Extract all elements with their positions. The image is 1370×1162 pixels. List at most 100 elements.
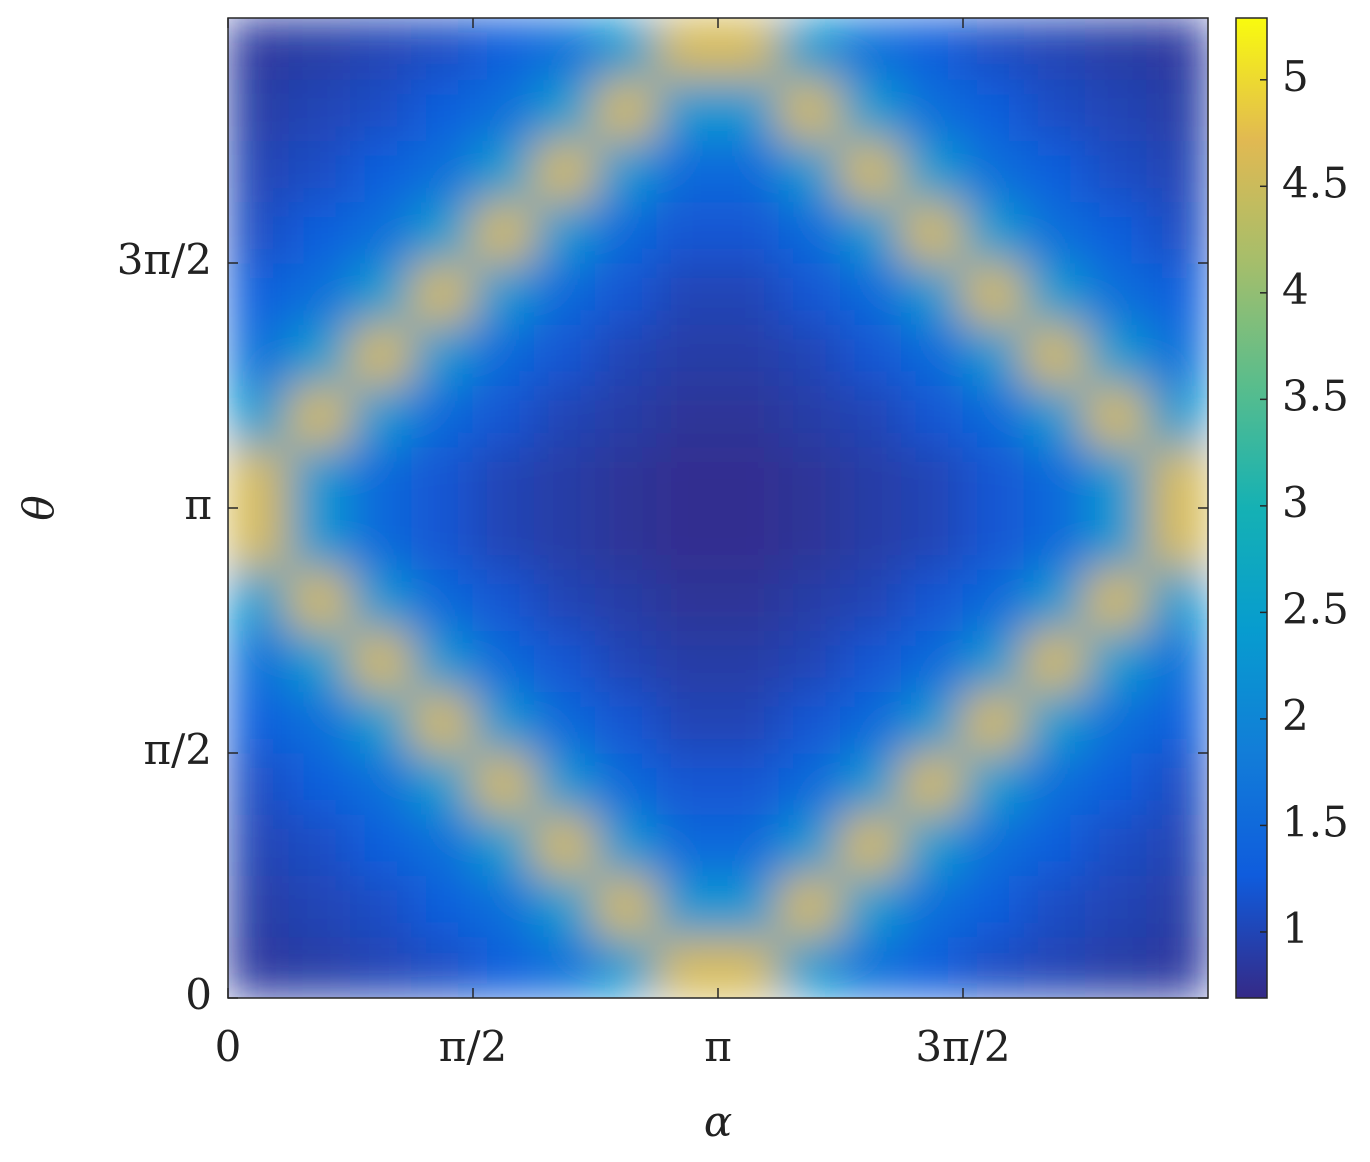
heatmap-cell (1146, 630, 1208, 693)
heatmap-cell (533, 875, 596, 938)
heatmap-cell (472, 78, 535, 141)
heatmap-cell (1085, 201, 1148, 264)
heatmap-cell (778, 813, 841, 876)
heatmap-cell (1146, 752, 1208, 815)
heatmap-cell (533, 201, 596, 264)
heatmap-cell (962, 18, 1025, 80)
heatmap-cell (1023, 630, 1086, 693)
heatmap-cell (840, 201, 903, 264)
heatmap-cell (1023, 875, 1086, 938)
heatmap-cell (595, 630, 658, 693)
heatmap-cell (350, 936, 413, 998)
x-tick-label: 3π/2 (915, 1022, 1010, 1071)
heatmap-cell (288, 568, 351, 631)
heatmap-cell (1146, 507, 1208, 570)
heatmap-cell (717, 385, 780, 448)
heatmap-cell (411, 385, 474, 448)
heatmap-cell (350, 78, 413, 141)
heatmap-cell (840, 262, 903, 325)
heatmap-cell (717, 630, 780, 693)
heatmap-cell (840, 18, 903, 80)
heatmap-cell (228, 323, 290, 386)
heatmap-cell (288, 875, 351, 938)
heatmap-cell (411, 446, 474, 509)
heatmap-cell (840, 752, 903, 815)
heatmap-cell (472, 385, 535, 448)
heatmap-cell (962, 323, 1025, 386)
heatmap-cell (962, 507, 1025, 570)
heatmap-cell (288, 323, 351, 386)
colorbar-tick-label: 1 (1282, 904, 1309, 953)
heatmap-cell (411, 78, 474, 141)
heatmap-cell (1085, 78, 1148, 141)
heatmap-cell (962, 630, 1025, 693)
heatmap-cell (472, 875, 535, 938)
heatmap-cell (840, 446, 903, 509)
heatmap-cell (288, 262, 351, 325)
heatmap-cell (656, 752, 719, 815)
heatmap-cell (595, 936, 658, 998)
heatmap-cell (533, 813, 596, 876)
x-tick-label: π (704, 1022, 732, 1071)
heatmap-cell (840, 813, 903, 876)
heatmap-cell (1023, 446, 1086, 509)
heatmap-cell (1023, 262, 1086, 325)
heatmap-cell (962, 140, 1025, 203)
heatmap-cell (595, 875, 658, 938)
heatmap-cell (228, 507, 290, 570)
heatmap-cell (1085, 875, 1148, 938)
heatmap-cell (901, 507, 964, 570)
heatmap-cell (595, 752, 658, 815)
heatmap-cell (1085, 752, 1148, 815)
heatmap-cell (411, 140, 474, 203)
heatmap-cell (656, 262, 719, 325)
heatmap-cell (717, 691, 780, 754)
heatmap-cell (962, 385, 1025, 448)
y-tick-label: π/2 (144, 725, 212, 774)
heatmap-cell (901, 936, 964, 998)
heatmap-cell (778, 630, 841, 693)
heatmap-cell (901, 630, 964, 693)
heatmap-cell (228, 568, 290, 631)
heatmap-cell (1023, 507, 1086, 570)
heatmap-cell (778, 262, 841, 325)
heatmap-cell (1085, 936, 1148, 998)
heatmap-cell (840, 875, 903, 938)
heatmap-cell (962, 813, 1025, 876)
heatmap-cell (1023, 568, 1086, 631)
heatmap-cell (472, 752, 535, 815)
heatmap-cell (656, 446, 719, 509)
heatmap-cell (350, 752, 413, 815)
heatmap-cell (288, 936, 351, 998)
heatmap-cell (1023, 201, 1086, 264)
heatmap-cell (472, 507, 535, 570)
heatmap-cell (288, 630, 351, 693)
heatmap-cell (350, 385, 413, 448)
heatmap-cell (1023, 323, 1086, 386)
heatmap-cell (288, 385, 351, 448)
heatmap-cell (472, 691, 535, 754)
heatmap-cell (533, 630, 596, 693)
heatmap-cell (350, 691, 413, 754)
heatmap-cell (1146, 78, 1208, 141)
heatmap-cell (901, 446, 964, 509)
y-axis-label: θ (14, 495, 63, 520)
heatmap-cell (350, 201, 413, 264)
heatmap-cell (656, 78, 719, 141)
heatmap-cell (840, 691, 903, 754)
heatmap-cell (962, 568, 1025, 631)
heatmap-cell (288, 813, 351, 876)
heatmap-cell (595, 568, 658, 631)
heatmap-cell (1146, 201, 1208, 264)
heatmap-cell (595, 813, 658, 876)
heatmap-cell (656, 568, 719, 631)
heatmap-cell (1023, 813, 1086, 876)
heatmap-cell (778, 140, 841, 203)
heatmap-cell (962, 201, 1025, 264)
heatmap-cell (1146, 936, 1208, 998)
colorbar-tick-label: 3.5 (1282, 371, 1349, 420)
y-tick-label: 3π/2 (117, 235, 212, 284)
heatmap-cell (1146, 18, 1208, 80)
heatmap-cell (228, 201, 290, 264)
heatmap-cell (962, 262, 1025, 325)
